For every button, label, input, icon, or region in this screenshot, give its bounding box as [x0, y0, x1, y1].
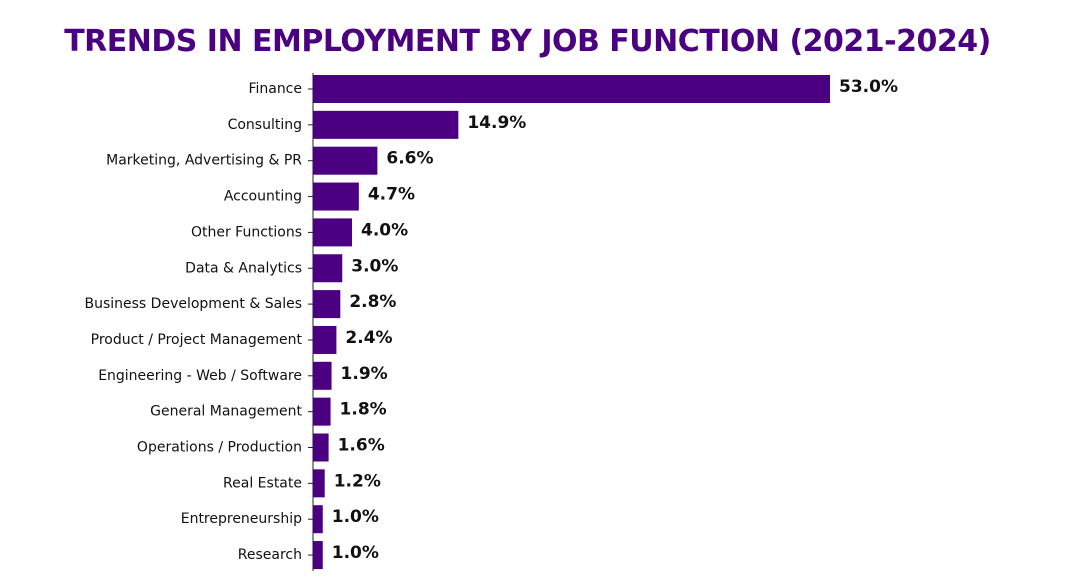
value-label-entrepreneurship: 1.0% [332, 507, 379, 527]
bar-general-management [313, 397, 331, 426]
category-label-business-development-sales: Business Development & Sales [84, 296, 302, 312]
value-label-finance: 53.0% [839, 77, 898, 97]
category-label-product-project-management: Product / Project Management [91, 332, 303, 348]
category-label-accounting: Accounting [224, 189, 302, 205]
value-labels-group: 53.0% 14.9% 6.6% 4.7% 4.0% 3.0% 2.8% 2.4% 1.9% 1.… [332, 77, 898, 563]
category-labels-group: Finance Consulting Marketing, Advertising … [84, 81, 302, 563]
bar-real-estate [313, 469, 325, 498]
bar-operations-production [313, 433, 329, 462]
category-label-finance: Finance [248, 81, 302, 97]
bar-product-project-management [313, 325, 337, 354]
value-label-data-analytics: 3.0% [351, 256, 398, 276]
category-label-engineering-web-software: Engineering - Web / Software [98, 368, 302, 384]
bar-entrepreneurship [313, 505, 323, 534]
ticks-group [308, 88, 313, 556]
value-label-research: 1.0% [332, 543, 379, 563]
bar-research [313, 541, 323, 570]
bar-consulting [313, 110, 459, 139]
category-label-consulting: Consulting [228, 117, 302, 133]
category-label-research: Research [238, 547, 302, 563]
value-label-engineering-web-software: 1.9% [341, 364, 388, 384]
bar-business-development-sales [313, 290, 341, 319]
category-label-marketing-advertising-pr: Marketing, Advertising & PR [106, 153, 302, 169]
bar-engineering-web-software [313, 361, 332, 390]
bars-group [313, 75, 830, 570]
value-label-general-management: 1.8% [340, 400, 387, 420]
value-label-consulting: 14.9% [467, 113, 526, 133]
value-label-other-functions: 4.0% [361, 220, 408, 240]
value-label-marketing-advertising-pr: 6.6% [386, 149, 433, 169]
value-label-real-estate: 1.2% [334, 471, 381, 491]
value-label-operations-production: 1.6% [338, 436, 385, 456]
chart-title: TRENDS IN EMPLOYMENT BY JOB FUNCTION (20… [64, 24, 991, 59]
bar-other-functions [313, 218, 353, 247]
value-label-business-development-sales: 2.8% [349, 292, 396, 312]
bar-accounting [313, 182, 359, 211]
bar-finance [313, 75, 830, 103]
bar-marketing-advertising-pr [313, 146, 378, 175]
category-label-data-analytics: Data & Analytics [185, 260, 302, 276]
bar-data-analytics [313, 254, 343, 283]
category-label-real-estate: Real Estate [223, 475, 302, 491]
category-label-entrepreneurship: Entrepreneurship [181, 511, 302, 527]
category-label-operations-production: Operations / Production [137, 440, 302, 456]
category-label-other-functions: Other Functions [191, 224, 302, 240]
category-label-general-management: General Management [150, 404, 302, 420]
value-label-product-project-management: 2.4% [345, 328, 392, 348]
value-label-accounting: 4.7% [368, 185, 415, 205]
